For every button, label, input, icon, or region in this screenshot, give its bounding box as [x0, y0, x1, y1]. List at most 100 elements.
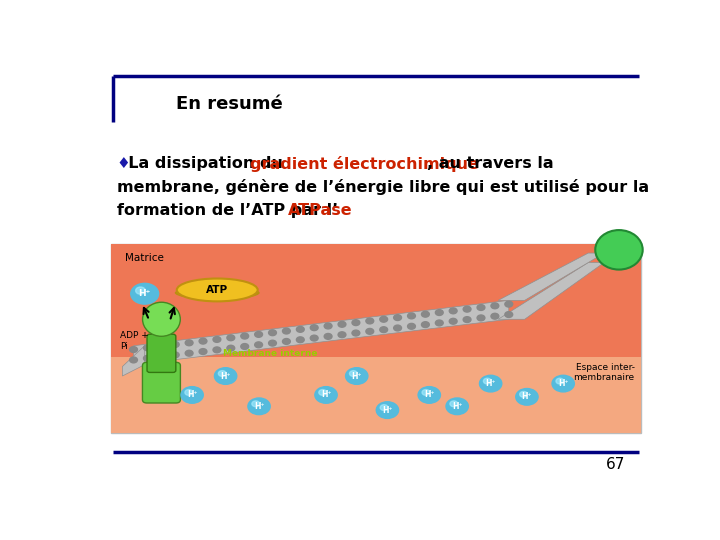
Text: H⁺: H⁺	[558, 379, 568, 388]
Bar	[111, 357, 642, 433]
Circle shape	[315, 387, 337, 403]
Text: H⁺: H⁺	[351, 372, 362, 381]
Polygon shape	[122, 346, 145, 376]
Circle shape	[319, 389, 327, 395]
Circle shape	[338, 332, 346, 338]
Circle shape	[379, 316, 387, 322]
Circle shape	[218, 370, 226, 376]
Circle shape	[446, 398, 468, 415]
Circle shape	[450, 401, 458, 407]
Circle shape	[338, 321, 346, 327]
Circle shape	[158, 343, 165, 349]
Text: H⁺: H⁺	[382, 406, 392, 415]
Circle shape	[282, 339, 290, 345]
Circle shape	[516, 388, 538, 405]
Circle shape	[227, 335, 235, 341]
Text: gradient électrochimique: gradient électrochimique	[250, 156, 479, 172]
Circle shape	[240, 333, 248, 339]
Text: formation de l’ATP par l’: formation de l’ATP par l’	[117, 203, 338, 218]
Circle shape	[171, 352, 179, 358]
Polygon shape	[498, 253, 604, 300]
Text: ATPase: ATPase	[288, 203, 353, 218]
Circle shape	[130, 357, 138, 363]
Circle shape	[297, 337, 305, 343]
Circle shape	[131, 284, 158, 304]
Circle shape	[324, 334, 332, 339]
Circle shape	[449, 308, 457, 314]
Ellipse shape	[177, 279, 258, 301]
Bar	[111, 244, 642, 361]
Circle shape	[408, 313, 415, 319]
Circle shape	[143, 345, 151, 351]
Circle shape	[269, 330, 276, 336]
Circle shape	[310, 335, 318, 341]
Circle shape	[310, 325, 318, 330]
Circle shape	[282, 328, 290, 334]
Circle shape	[418, 387, 441, 403]
Circle shape	[215, 368, 237, 384]
Circle shape	[227, 345, 235, 351]
Circle shape	[346, 368, 368, 384]
Text: H⁺: H⁺	[452, 402, 462, 411]
Text: ADP +
Pi: ADP + Pi	[120, 332, 149, 350]
Circle shape	[143, 355, 151, 361]
Text: 67: 67	[606, 457, 626, 472]
Circle shape	[520, 392, 528, 397]
Circle shape	[269, 340, 276, 346]
Circle shape	[422, 389, 430, 395]
Circle shape	[421, 312, 429, 317]
Circle shape	[463, 306, 471, 312]
Circle shape	[491, 303, 499, 309]
Circle shape	[349, 370, 357, 376]
Circle shape	[130, 347, 138, 353]
Circle shape	[491, 313, 499, 319]
Text: H⁺: H⁺	[220, 372, 231, 381]
Circle shape	[185, 350, 193, 356]
Text: H⁺: H⁺	[485, 379, 496, 388]
Text: membrane, génère de l’énergie libre qui est utilisé pour la: membrane, génère de l’énergie libre qui …	[117, 179, 649, 195]
Circle shape	[379, 327, 387, 333]
Text: En resumé: En resumé	[176, 95, 283, 113]
Polygon shape	[133, 300, 509, 364]
Circle shape	[181, 387, 203, 403]
Circle shape	[352, 330, 360, 336]
Ellipse shape	[143, 302, 180, 336]
Text: ATP: ATP	[206, 285, 228, 295]
Circle shape	[556, 378, 564, 384]
Text: H⁺: H⁺	[522, 393, 532, 401]
Circle shape	[394, 325, 402, 331]
Circle shape	[255, 342, 263, 348]
Circle shape	[505, 312, 513, 318]
Circle shape	[480, 375, 502, 392]
Ellipse shape	[175, 286, 260, 300]
Text: Espace inter-
membranaire: Espace inter- membranaire	[574, 362, 634, 382]
Circle shape	[297, 327, 305, 332]
Circle shape	[477, 305, 485, 310]
Circle shape	[352, 320, 360, 326]
Circle shape	[324, 323, 332, 329]
Polygon shape	[498, 262, 604, 319]
Circle shape	[158, 354, 165, 360]
Circle shape	[252, 401, 260, 407]
Text: Membrane interne: Membrane interne	[223, 349, 318, 358]
Circle shape	[380, 404, 388, 410]
Text: H⁺: H⁺	[187, 390, 197, 400]
Circle shape	[185, 389, 193, 395]
Circle shape	[240, 343, 248, 349]
Circle shape	[248, 398, 270, 415]
Circle shape	[185, 340, 193, 346]
Circle shape	[436, 309, 444, 315]
Ellipse shape	[595, 230, 643, 269]
Circle shape	[255, 332, 263, 338]
Circle shape	[552, 375, 575, 392]
Circle shape	[213, 347, 221, 353]
Text: ♦: ♦	[117, 156, 130, 171]
Circle shape	[477, 315, 485, 321]
Circle shape	[135, 287, 145, 294]
Text: H⁺: H⁺	[321, 390, 331, 400]
FancyBboxPatch shape	[147, 334, 176, 373]
Circle shape	[436, 320, 444, 326]
Circle shape	[483, 378, 491, 384]
FancyBboxPatch shape	[143, 362, 181, 403]
Text: La dissipation du: La dissipation du	[117, 156, 288, 171]
